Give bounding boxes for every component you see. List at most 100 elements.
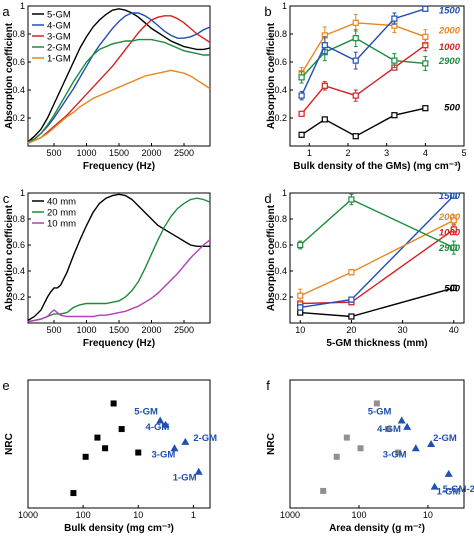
- scatter-point: [110, 400, 117, 407]
- series-line: [299, 198, 455, 249]
- y-axis-label: Absorption coefficient: [4, 204, 15, 311]
- x-tick-label: 10: [133, 510, 143, 520]
- scatter-point: [411, 444, 420, 452]
- point-annotation: 2-GM: [193, 433, 217, 444]
- series-label-2000: 2000: [438, 212, 461, 223]
- series-line: [27, 8, 211, 143]
- series-label-1000: 1000: [439, 42, 461, 53]
- panel-letter-b: b: [264, 4, 271, 19]
- panel-letter-c: c: [3, 191, 10, 206]
- y-tick-label: 1: [282, 188, 287, 198]
- y-tick-label: 1: [20, 1, 25, 11]
- series-b-1: [298, 39, 429, 117]
- series-a-0: [27, 8, 211, 143]
- series-d-0: [297, 284, 457, 320]
- y-tick-label: 0.2: [12, 292, 25, 302]
- x-axis-label: Bulk density of the GMs) (mg cm⁻³): [293, 161, 461, 172]
- series-line: [301, 22, 426, 74]
- x-tick-label: 2: [345, 148, 350, 158]
- panel-letter-d: d: [264, 191, 271, 206]
- series-line: [27, 239, 211, 323]
- scatter-point: [395, 449, 402, 456]
- scatter-point: [118, 426, 125, 433]
- x-tick-label: 500: [46, 148, 61, 158]
- scatter-point: [397, 416, 406, 424]
- series-line: [300, 8, 426, 96]
- y-axis-label: Absorption coefficient: [266, 204, 277, 311]
- legend-label: 40 mm: [47, 197, 76, 208]
- data-point: [391, 15, 398, 22]
- data-point: [298, 131, 305, 138]
- x-tick-label: 40: [449, 325, 459, 335]
- scatter-point: [181, 437, 190, 445]
- series-line: [27, 15, 211, 144]
- scatter-series-e-1: [156, 416, 203, 475]
- legend-label: 4-GM: [47, 21, 71, 32]
- data-point: [450, 217, 457, 224]
- data-point: [321, 42, 328, 49]
- plot-frame: [27, 379, 211, 509]
- data-point: [450, 244, 457, 251]
- scatter-series-f-0: [320, 400, 402, 494]
- scatter-point: [444, 469, 453, 477]
- scatter-point: [343, 434, 350, 441]
- x-tick-label: 20: [346, 325, 356, 335]
- plot-frame: [289, 192, 465, 324]
- y-tick-label: 0.4: [274, 266, 287, 276]
- series-d-2: [297, 192, 457, 311]
- data-point: [450, 192, 457, 199]
- x-tick-label: 1000: [76, 325, 96, 335]
- series-line: [301, 107, 426, 137]
- scatter-point: [135, 449, 142, 456]
- x-axis-label: Bulk density (mg cm⁻³): [64, 523, 174, 534]
- y-tick-label: 1: [282, 1, 287, 11]
- scatter-series-f-1: [397, 416, 453, 490]
- scatter-point: [333, 453, 340, 460]
- y-tick-label: 0.6: [12, 57, 25, 67]
- data-point: [297, 309, 304, 316]
- y-axis-label: NRC: [4, 433, 15, 455]
- data-point: [352, 35, 359, 42]
- y-tick-label: 0.6: [12, 240, 25, 250]
- scatter-point: [102, 445, 109, 452]
- series-line: [27, 12, 211, 143]
- point-annotation: 5-GM: [134, 407, 158, 418]
- point-annotation: 3-GM: [152, 449, 176, 460]
- point-annotation: 5-GM: [368, 407, 392, 418]
- x-tick-label: 2500: [174, 148, 194, 158]
- data-point: [391, 57, 398, 64]
- scatter-point: [403, 422, 412, 430]
- data-point: [422, 105, 429, 112]
- data-point: [352, 133, 359, 140]
- x-tick-label: 4: [423, 148, 428, 158]
- series-label-2000: 2000: [438, 25, 461, 36]
- data-point: [422, 5, 429, 12]
- series-label-2900: 2900: [438, 243, 461, 254]
- x-tick-label: 100: [76, 510, 91, 520]
- series-line: [27, 193, 210, 322]
- x-tick-label: 1500: [109, 325, 129, 335]
- legend-label: 1-GM: [47, 54, 71, 65]
- y-tick-label: 1: [20, 188, 25, 198]
- scatter-point: [430, 482, 439, 490]
- scatter-point: [194, 467, 203, 475]
- data-point: [391, 112, 398, 119]
- legend-label: 10 mm: [47, 219, 76, 230]
- data-point: [321, 82, 328, 89]
- series-a-4: [27, 69, 211, 144]
- y-tick-label: 0.6: [274, 240, 287, 250]
- series-a-3: [27, 38, 210, 144]
- x-tick-label: 1000: [18, 510, 38, 520]
- data-point: [297, 241, 304, 249]
- x-tick-label: 5: [461, 148, 466, 158]
- data-point: [348, 196, 355, 203]
- scatter-point: [94, 434, 101, 441]
- chart-panel-d: d 10 20 30 40 0.2 0.4 0.6 0.8 1 5-GM thickness (mm…: [264, 188, 465, 349]
- y-tick-label: 0.8: [274, 214, 287, 224]
- scatter-series-e-0: [70, 400, 142, 497]
- chart-panel-c: c 500 1000 1500 2000 2500 0.2 0.4 0.6 0.8 1 Frequen…: [3, 188, 211, 349]
- series-b-2: [298, 13, 429, 80]
- y-tick-label: 0.2: [274, 292, 287, 302]
